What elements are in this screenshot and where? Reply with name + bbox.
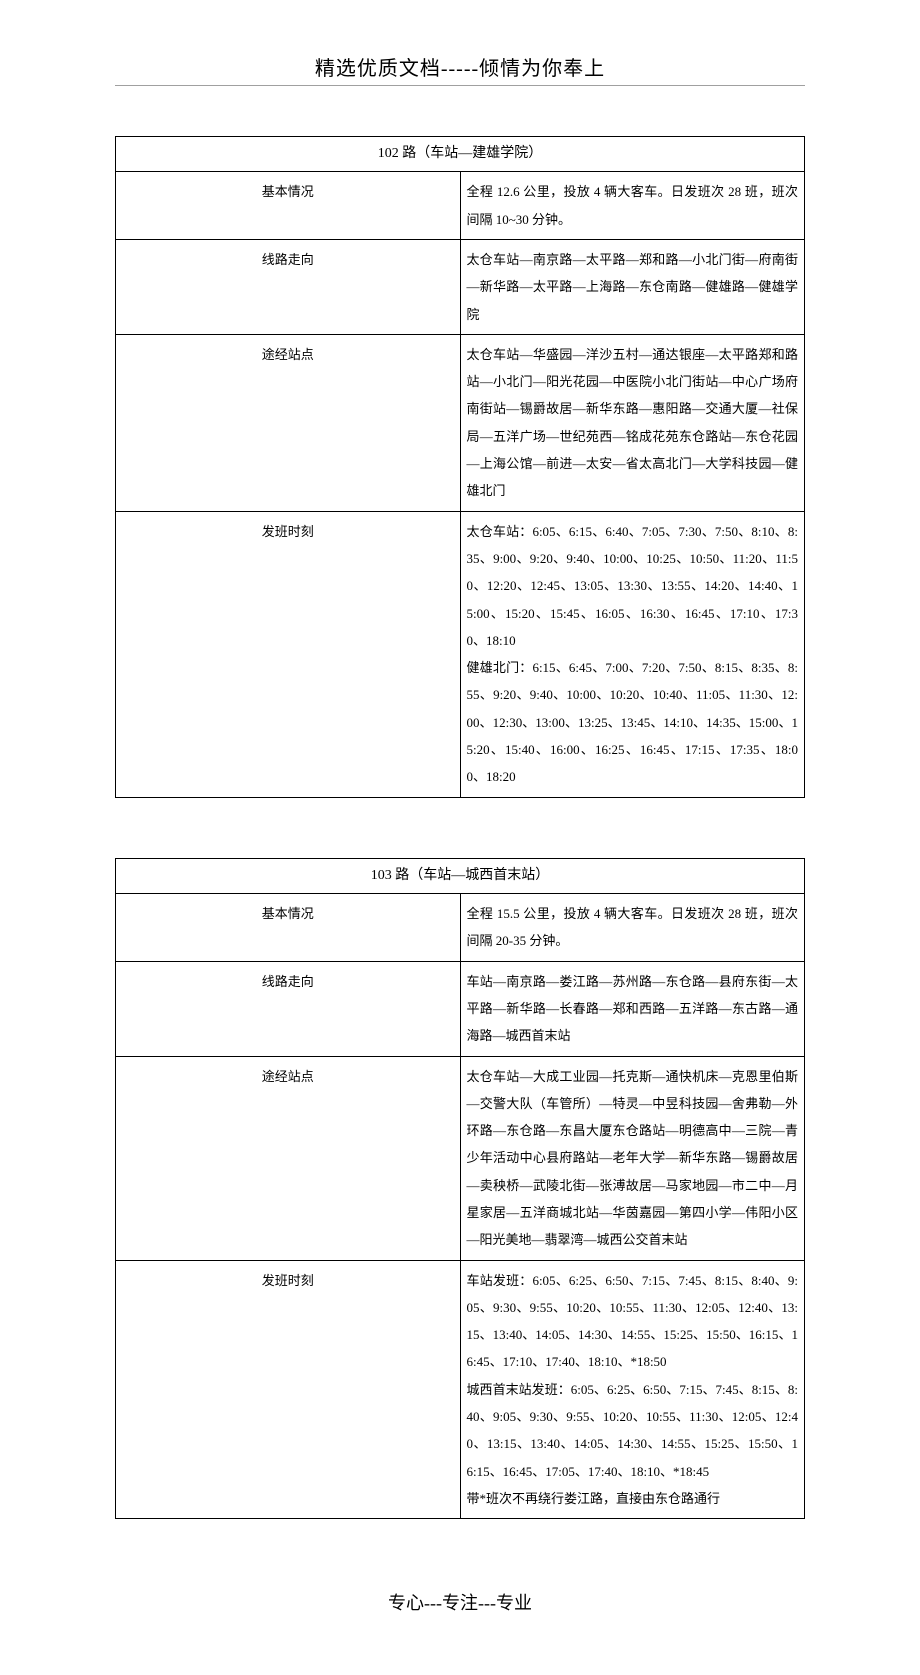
table-row: 途经站点 太仓车站—华盛园—洋沙五村—通达银座—太平路郑和路站—小北门—阳光花园…	[116, 334, 805, 511]
row-content: 太仓车站—大成工业园—托克斯—通快机床—克恩里伯斯—交警大队（车管所）—特灵—中…	[460, 1056, 805, 1260]
page-header-title: 精选优质文档-----倾情为你奉上	[115, 52, 805, 81]
table-row: 基本情况 全程 15.5 公里，投放 4 辆大客车。日发班次 28 班，班次间隔…	[116, 894, 805, 962]
row-content: 太仓车站：6:05、6:15、6:40、7:05、7:30、7:50、8:10、…	[460, 511, 805, 797]
table-caption-row: 103 路（车站—城西首末站）	[116, 858, 805, 893]
table-row: 基本情况 全程 12.6 公里，投放 4 辆大客车。日发班次 28 班，班次间隔…	[116, 172, 805, 240]
table-caption-row: 102 路（车站—建雄学院）	[116, 137, 805, 172]
row-label: 线路走向	[116, 239, 461, 334]
table-row: 线路走向 车站—南京路—娄江路—苏州路—东仓路—县府东街—太平路—新华路—长春路…	[116, 961, 805, 1056]
row-label: 发班时刻	[116, 1260, 461, 1519]
row-content: 全程 12.6 公里，投放 4 辆大客车。日发班次 28 班，班次间隔 10~3…	[460, 172, 805, 240]
table-row: 发班时刻 太仓车站：6:05、6:15、6:40、7:05、7:30、7:50、…	[116, 511, 805, 797]
bus-route-table-102: 102 路（车站—建雄学院） 基本情况 全程 12.6 公里，投放 4 辆大客车…	[115, 136, 805, 798]
table-row: 途经站点 太仓车站—大成工业园—托克斯—通快机床—克恩里伯斯—交警大队（车管所）…	[116, 1056, 805, 1260]
row-label: 基本情况	[116, 894, 461, 962]
document-page: 精选优质文档-----倾情为你奉上 102 路（车站—建雄学院） 基本情况 全程…	[0, 0, 920, 1675]
bus-route-table-103: 103 路（车站—城西首末站） 基本情况 全程 15.5 公里，投放 4 辆大客…	[115, 858, 805, 1520]
table-row: 发班时刻 车站发班：6:05、6:25、6:50、7:15、7:45、8:15、…	[116, 1260, 805, 1519]
row-label: 基本情况	[116, 172, 461, 240]
row-content: 太仓车站—华盛园—洋沙五村—通达银座—太平路郑和路站—小北门—阳光花园—中医院小…	[460, 334, 805, 511]
header-underline	[115, 85, 805, 86]
row-content: 太仓车站—南京路—太平路—郑和路—小北门街—府南街—新华路—太平路—上海路—东仓…	[460, 239, 805, 334]
page-footer-title: 专心---专注---专业	[115, 1589, 805, 1615]
row-content: 全程 15.5 公里，投放 4 辆大客车。日发班次 28 班，班次间隔 20-3…	[460, 894, 805, 962]
row-label: 发班时刻	[116, 511, 461, 797]
table-caption: 102 路（车站—建雄学院）	[116, 137, 805, 172]
table-caption: 103 路（车站—城西首末站）	[116, 858, 805, 893]
table-row: 线路走向 太仓车站—南京路—太平路—郑和路—小北门街—府南街—新华路—太平路—上…	[116, 239, 805, 334]
row-label: 途经站点	[116, 1056, 461, 1260]
row-label: 线路走向	[116, 961, 461, 1056]
row-content: 车站—南京路—娄江路—苏州路—东仓路—县府东街—太平路—新华路—长春路—郑和西路…	[460, 961, 805, 1056]
row-label: 途经站点	[116, 334, 461, 511]
row-content: 车站发班：6:05、6:25、6:50、7:15、7:45、8:15、8:40、…	[460, 1260, 805, 1519]
